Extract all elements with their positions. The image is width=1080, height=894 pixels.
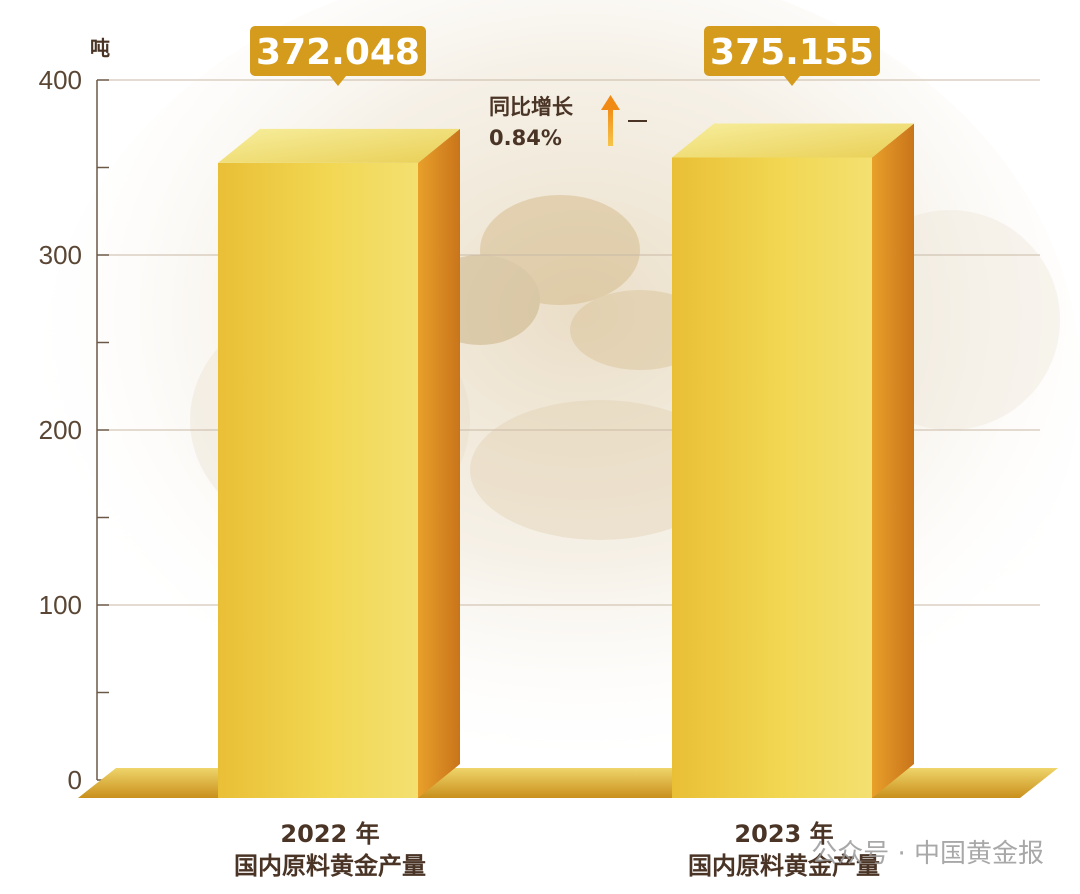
x-label-line: 2023 年 — [734, 820, 833, 848]
bar-top — [218, 128, 460, 163]
y-tick-label: 0 — [68, 765, 82, 795]
bar-top — [672, 123, 914, 158]
watermark: 公众号 · 中国黄金报 — [811, 839, 1044, 869]
value-label-pointer — [330, 76, 346, 86]
value-label-pointer — [784, 76, 800, 86]
value-label-box — [250, 26, 426, 76]
y-tick-label: 100 — [39, 590, 82, 620]
bars — [218, 123, 914, 798]
x-label-line: 国内原料黄金产量 — [688, 852, 880, 880]
bar-front — [218, 162, 418, 798]
value-label-1: 372.048 — [250, 26, 426, 86]
x-label-line: 2022 年 — [280, 820, 379, 848]
value-label-text: 375.155 — [710, 32, 874, 73]
value-labels: 372.048 375.155 — [250, 26, 880, 86]
value-label-2: 375.155 — [704, 26, 880, 86]
y-unit-label: 吨 — [90, 36, 110, 60]
value-label-box — [704, 26, 880, 76]
bar-1 — [218, 128, 460, 798]
up-arrow-icon — [601, 95, 620, 146]
x-label-line: 国内原料黄金产量 — [234, 852, 426, 880]
growth-line2: 0.84% — [489, 126, 562, 150]
growth-line1: 同比增长 — [489, 95, 574, 119]
value-label-text: 372.048 — [256, 32, 420, 73]
bar-front — [672, 157, 872, 798]
y-axis: 0 100 200 300 400 — [39, 65, 109, 795]
bar-2 — [672, 123, 914, 798]
y-tick-label: 200 — [39, 415, 82, 445]
bar-side — [418, 128, 460, 798]
bar-side — [872, 123, 914, 798]
y-tick-label: 400 — [39, 65, 82, 95]
y-tick-label: 300 — [39, 240, 82, 270]
growth-annotation: 同比增长 0.84% — [489, 95, 647, 150]
